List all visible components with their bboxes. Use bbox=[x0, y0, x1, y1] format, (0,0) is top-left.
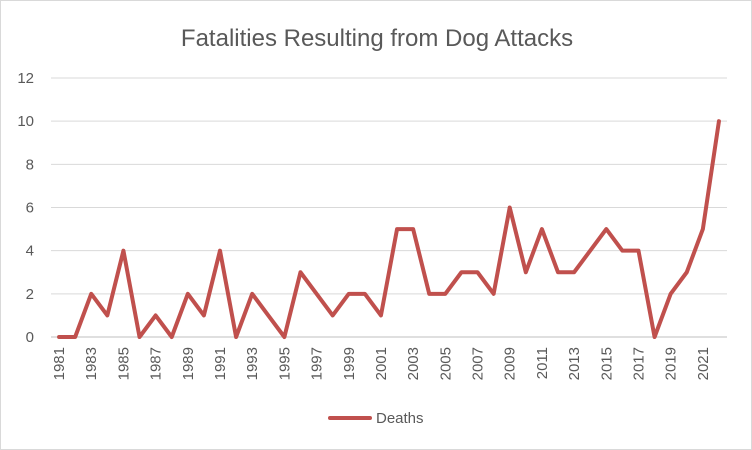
data-point bbox=[154, 313, 158, 317]
y-tick-label: 12 bbox=[17, 70, 34, 87]
y-tick-label: 10 bbox=[17, 113, 34, 130]
x-tick-label: 1999 bbox=[341, 347, 358, 380]
data-point bbox=[717, 119, 721, 123]
chart-title: Fatalities Resulting from Dog Attacks bbox=[181, 25, 573, 52]
data-point bbox=[73, 335, 77, 339]
x-tick-label: 2017 bbox=[630, 347, 647, 380]
y-tick-label: 4 bbox=[26, 243, 34, 260]
data-point bbox=[476, 270, 480, 274]
x-tick-label: 1993 bbox=[244, 347, 261, 380]
data-point bbox=[89, 292, 93, 296]
data-point bbox=[57, 335, 61, 339]
x-tick-label: 2001 bbox=[373, 347, 390, 380]
data-point bbox=[331, 313, 335, 317]
data-point bbox=[492, 292, 496, 296]
data-point bbox=[685, 270, 689, 274]
x-tick-label: 1995 bbox=[276, 347, 293, 380]
y-axis-ticks: 0 2 4 6 8 10 12 bbox=[17, 70, 34, 346]
data-point bbox=[379, 313, 383, 317]
x-tick-label: 2007 bbox=[470, 347, 487, 380]
data-point bbox=[669, 292, 673, 296]
data-point bbox=[524, 270, 528, 274]
x-tick-label: 1983 bbox=[83, 347, 100, 380]
data-point bbox=[170, 335, 174, 339]
data-point bbox=[250, 292, 254, 296]
x-tick-label: 2005 bbox=[437, 347, 454, 380]
data-point bbox=[701, 227, 705, 231]
x-tick-label: 1997 bbox=[309, 347, 326, 380]
x-tick-label: 2013 bbox=[566, 347, 583, 380]
data-point bbox=[395, 227, 399, 231]
data-point bbox=[105, 313, 109, 317]
data-point bbox=[266, 313, 270, 317]
data-point bbox=[202, 313, 206, 317]
x-tick-label: 1985 bbox=[115, 347, 132, 380]
data-point bbox=[138, 335, 142, 339]
x-tick-label: 2019 bbox=[663, 347, 680, 380]
series-layer bbox=[57, 119, 721, 339]
data-point bbox=[540, 227, 544, 231]
data-point bbox=[459, 270, 463, 274]
data-point bbox=[604, 227, 608, 231]
x-tick-label: 2021 bbox=[695, 347, 712, 380]
data-point bbox=[508, 206, 512, 209]
data-point bbox=[121, 249, 125, 253]
data-point bbox=[347, 292, 351, 296]
x-tick-label: 1989 bbox=[180, 347, 197, 380]
x-tick-label: 2011 bbox=[534, 347, 551, 379]
gridlines bbox=[51, 77, 727, 338]
data-point bbox=[556, 270, 560, 274]
data-point bbox=[443, 292, 447, 296]
x-tick-label: 2009 bbox=[502, 347, 519, 380]
data-point bbox=[234, 335, 238, 339]
y-tick-label: 0 bbox=[26, 329, 34, 346]
data-point bbox=[315, 292, 319, 296]
data-point bbox=[427, 292, 431, 296]
y-tick-label: 2 bbox=[26, 286, 34, 303]
series-line-deaths bbox=[57, 119, 721, 339]
data-point bbox=[282, 335, 286, 339]
data-point bbox=[636, 249, 640, 253]
data-point bbox=[218, 249, 222, 253]
x-tick-label: 1987 bbox=[148, 347, 165, 380]
x-tick-label: 1991 bbox=[212, 347, 229, 380]
y-tick-label: 8 bbox=[26, 156, 34, 173]
legend: Deaths bbox=[328, 410, 424, 427]
data-point bbox=[620, 249, 624, 253]
x-axis-ticks: 1981 1983 1985 1987 1989 1991 1993 1995 1997 1999… bbox=[51, 347, 712, 380]
data-point bbox=[572, 270, 576, 274]
x-tick-label: 2003 bbox=[405, 347, 422, 380]
data-point bbox=[653, 335, 657, 339]
data-point bbox=[411, 227, 415, 231]
legend-label: Deaths bbox=[376, 410, 424, 427]
data-point bbox=[588, 249, 592, 253]
data-point bbox=[298, 270, 302, 274]
x-tick-label: 2015 bbox=[598, 347, 615, 380]
data-point bbox=[186, 292, 190, 296]
y-tick-label: 6 bbox=[26, 200, 34, 217]
x-tick-label: 1981 bbox=[51, 347, 68, 380]
data-point bbox=[363, 292, 367, 296]
